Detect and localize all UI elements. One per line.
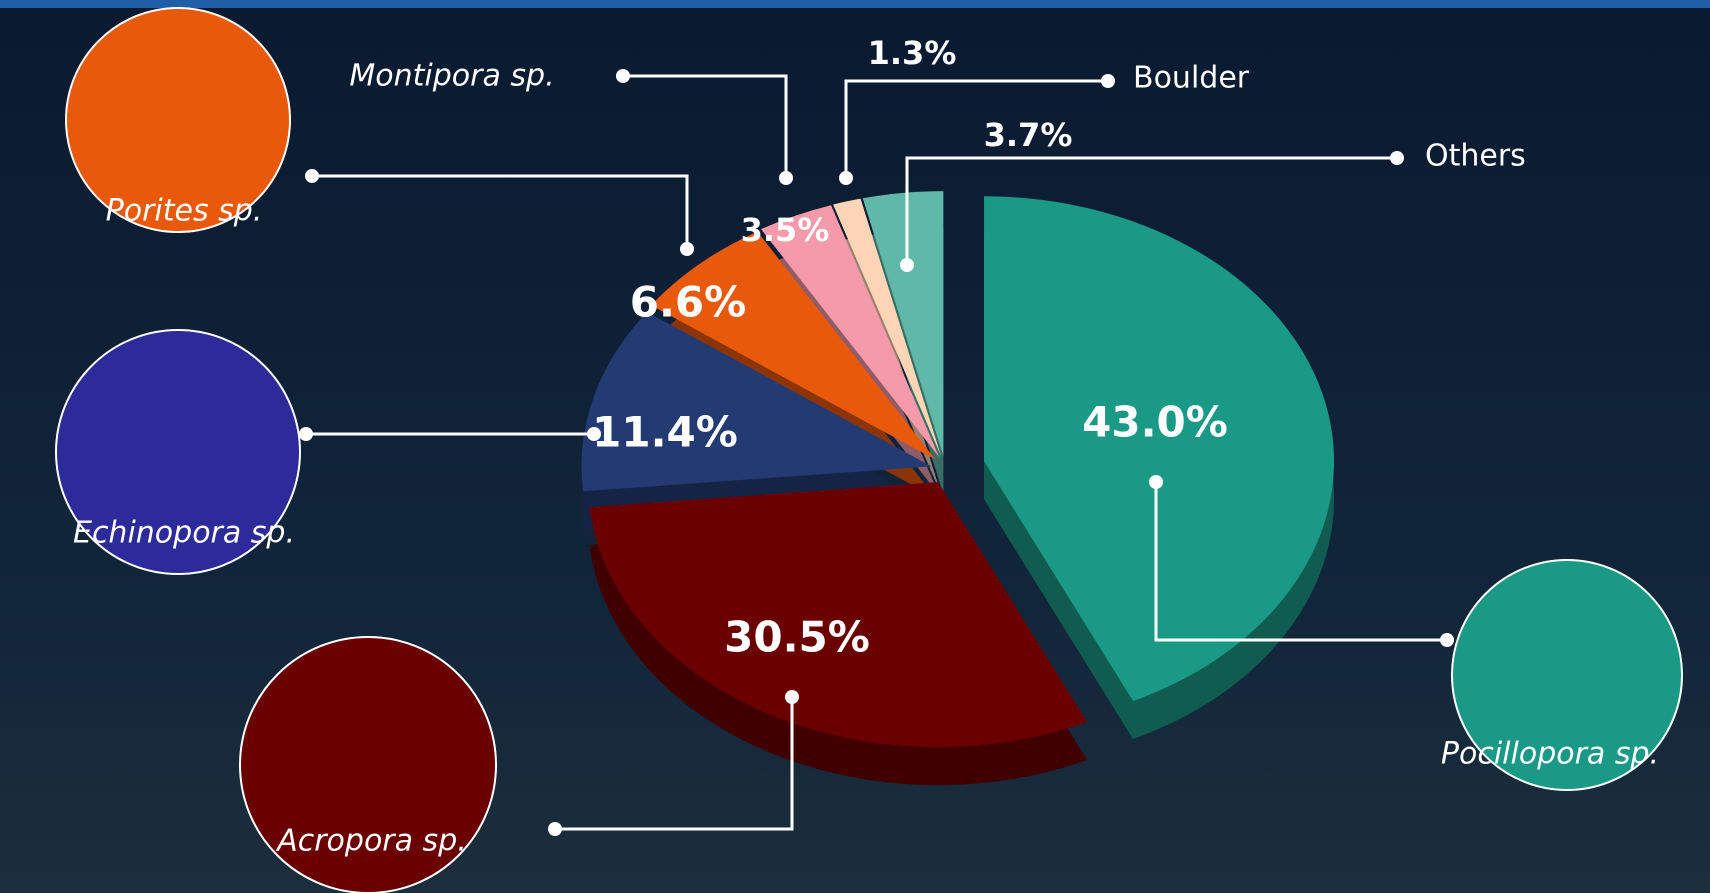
value-label: 3.5% [741, 211, 830, 249]
callout-dot [305, 169, 319, 183]
value-label: 6.6% [630, 278, 746, 327]
callout-dot [1149, 475, 1163, 489]
value-label: 43.0% [1082, 398, 1228, 447]
category-label: Pocillopora sp. [1441, 737, 1659, 772]
callout-dot [785, 690, 799, 704]
category-label: Montipora sp. [349, 59, 554, 94]
category-label: Echinopora sp. [73, 516, 295, 551]
top-strip [0, 0, 1710, 8]
callout-dot [548, 822, 562, 836]
callout-dot [1390, 151, 1404, 165]
value-label: 3.7% [984, 116, 1073, 154]
value-label: 11.4% [592, 408, 738, 457]
callout-dot [1101, 74, 1115, 88]
callout-dot [1440, 633, 1454, 647]
chart: 43.0% 30.5% 11.4% 6.6% 3.5% 1.3% 3.7% Pocillopo… [0, 0, 1710, 893]
category-label: Others [1425, 139, 1526, 174]
callout-dot [900, 258, 914, 272]
category-label: Porites sp. [106, 194, 263, 229]
category-label: Acropora sp. [275, 824, 467, 859]
value-label: 1.3% [868, 34, 957, 72]
callout-dot [779, 171, 793, 185]
callout-dot [839, 171, 853, 185]
value-label: 30.5% [724, 613, 870, 662]
callout-dot [616, 69, 630, 83]
page: {"chart_data": {"type": "pie", "categori… [0, 0, 1710, 893]
callout-dot [299, 427, 313, 441]
category-label: Boulder [1133, 61, 1250, 96]
callout-dot [680, 242, 694, 256]
